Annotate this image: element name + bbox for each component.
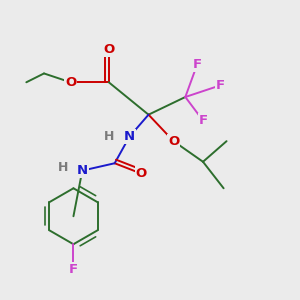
- Text: N: N: [124, 130, 135, 143]
- Text: H: H: [104, 130, 115, 143]
- Text: F: F: [193, 58, 202, 71]
- Text: N: N: [77, 164, 88, 177]
- Text: F: F: [198, 114, 208, 127]
- Text: O: O: [65, 76, 76, 89]
- Text: F: F: [216, 79, 225, 92]
- Text: O: O: [136, 167, 147, 180]
- Text: O: O: [103, 44, 114, 56]
- Text: H: H: [58, 161, 68, 174]
- Text: O: O: [168, 135, 179, 148]
- Text: F: F: [69, 263, 78, 276]
